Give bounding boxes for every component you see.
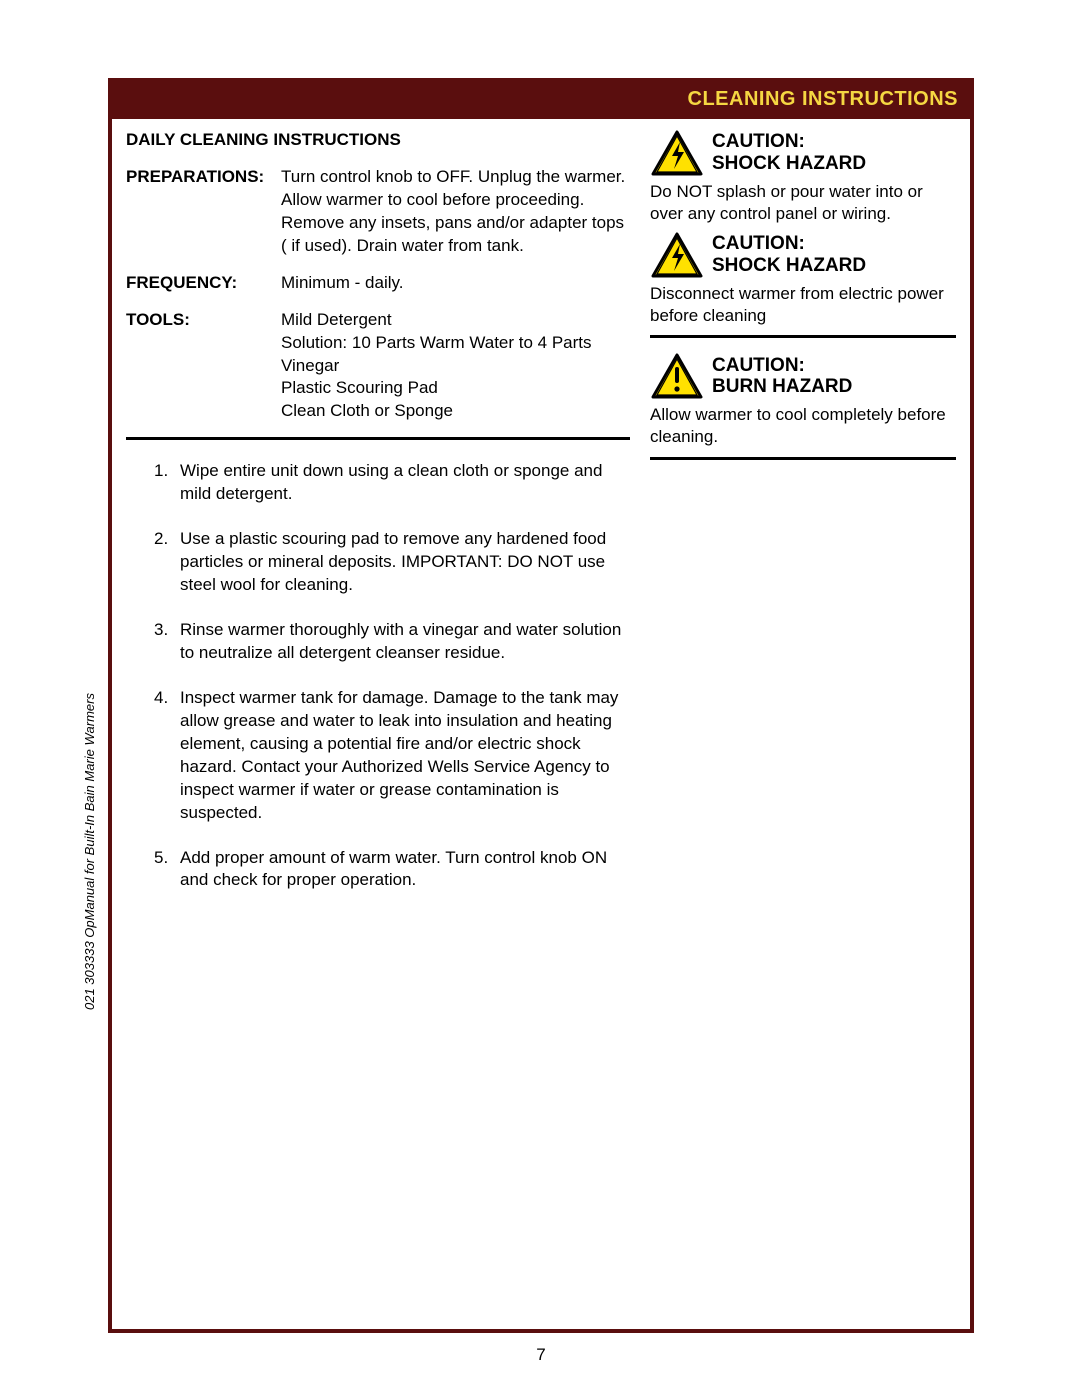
caution-shock-1: CAUTION: SHOCK HAZARD Do NOT splash or p… xyxy=(650,129,956,225)
tools-line-4: Clean Cloth or Sponge xyxy=(281,400,630,423)
step-4-body: Inspect warmer tank for damage. Damage t… xyxy=(180,687,630,825)
preparations-row: PREPARATIONS: Turn control knob to OFF. … xyxy=(126,166,630,258)
caution-3-body: Allow warmer to cool completely before c… xyxy=(650,404,956,448)
caution-divider-2 xyxy=(650,457,956,460)
step-2-body: Use a plastic scouring pad to remove any… xyxy=(180,528,630,597)
step-5-body: Add proper amount of warm water. Turn co… xyxy=(180,847,630,893)
caution-3-sub: BURN HAZARD xyxy=(712,376,852,398)
step-3-num: 3. xyxy=(154,619,180,665)
prep-line-1: Turn control knob to OFF. Unplug the war… xyxy=(281,166,630,189)
main-column: DAILY CLEANING INSTRUCTIONS PREPARATIONS… xyxy=(126,129,650,914)
header-bar: CLEANING INSTRUCTIONS xyxy=(112,82,970,119)
page-frame: CLEANING INSTRUCTIONS DAILY CLEANING INS… xyxy=(108,78,974,1333)
step-1-num: 1. xyxy=(154,460,180,506)
shock-hazard-icon xyxy=(650,129,704,177)
burn-hazard-icon xyxy=(650,352,704,400)
caution-1-word: CAUTION: xyxy=(712,131,866,153)
caution-2-head: CAUTION: SHOCK HAZARD xyxy=(650,231,956,279)
caution-2-sub: SHOCK HAZARD xyxy=(712,255,866,277)
tools-row: TOOLS: Mild Detergent Solution: 10 Parts… xyxy=(126,309,630,424)
prep-line-2: Allow warmer to cool before proceeding. xyxy=(281,189,630,212)
steps-list: 1. Wipe entire unit down using a clean c… xyxy=(126,460,630,892)
step-4-num: 4. xyxy=(154,687,180,825)
step-4: 4. Inspect warmer tank for damage. Damag… xyxy=(154,687,630,825)
tools-label: TOOLS: xyxy=(126,309,281,424)
caution-1-head: CAUTION: SHOCK HAZARD xyxy=(650,129,956,177)
tools-body: Mild Detergent Solution: 10 Parts Warm W… xyxy=(281,309,630,424)
step-2-num: 2. xyxy=(154,528,180,597)
caution-3-head: CAUTION: BURN HAZARD xyxy=(650,352,956,400)
caution-divider-1 xyxy=(650,335,956,338)
frequency-row: FREQUENCY: Minimum - daily. xyxy=(126,272,630,295)
caution-2-body: Disconnect warmer from electric power be… xyxy=(650,283,956,327)
caution-1-sub: SHOCK HAZARD xyxy=(712,153,866,175)
header-title: CLEANING INSTRUCTIONS xyxy=(688,88,959,110)
caution-2-word: CAUTION: xyxy=(712,233,866,255)
side-column: CAUTION: SHOCK HAZARD Do NOT splash or p… xyxy=(650,129,956,914)
step-3: 3. Rinse warmer thoroughly with a vinega… xyxy=(154,619,630,665)
shock-hazard-icon xyxy=(650,231,704,279)
step-3-body: Rinse warmer thoroughly with a vinegar a… xyxy=(180,619,630,665)
step-2: 2. Use a plastic scouring pad to remove … xyxy=(154,528,630,597)
step-1: 1. Wipe entire unit down using a clean c… xyxy=(154,460,630,506)
caution-shock-2: CAUTION: SHOCK HAZARD Disconnect warmer … xyxy=(650,231,956,327)
tools-line-3: Plastic Scouring Pad xyxy=(281,377,630,400)
frequency-body: Minimum - daily. xyxy=(281,272,630,295)
preparations-label: PREPARATIONS: xyxy=(126,166,281,258)
step-5-num: 5. xyxy=(154,847,180,893)
caution-3-word: CAUTION: xyxy=(712,355,852,377)
page-number: 7 xyxy=(112,1345,970,1365)
caution-1-body: Do NOT splash or pour water into or over… xyxy=(650,181,956,225)
caution-burn: CAUTION: BURN HAZARD Allow warmer to coo… xyxy=(650,352,956,448)
step-1-body: Wipe entire unit down using a clean clot… xyxy=(180,460,630,506)
tools-line-2: Solution: 10 Parts Warm Water to 4 Parts… xyxy=(281,332,630,378)
caution-3-title: CAUTION: BURN HAZARD xyxy=(712,355,852,399)
document-id-label: 021 303333 OpManual for Built-In Bain Ma… xyxy=(82,693,97,1010)
preparations-body: Turn control knob to OFF. Unplug the war… xyxy=(281,166,630,258)
section-title: DAILY CLEANING INSTRUCTIONS xyxy=(126,129,630,152)
caution-1-title: CAUTION: SHOCK HAZARD xyxy=(712,131,866,175)
caution-2-title: CAUTION: SHOCK HAZARD xyxy=(712,233,866,277)
prep-line-3: Remove any insets, pans and/or adapter t… xyxy=(281,212,630,258)
content-area: DAILY CLEANING INSTRUCTIONS PREPARATIONS… xyxy=(112,119,970,914)
tools-line-1: Mild Detergent xyxy=(281,309,630,332)
divider-main xyxy=(126,437,630,440)
step-5: 5. Add proper amount of warm water. Turn… xyxy=(154,847,630,893)
frequency-label: FREQUENCY: xyxy=(126,272,281,295)
